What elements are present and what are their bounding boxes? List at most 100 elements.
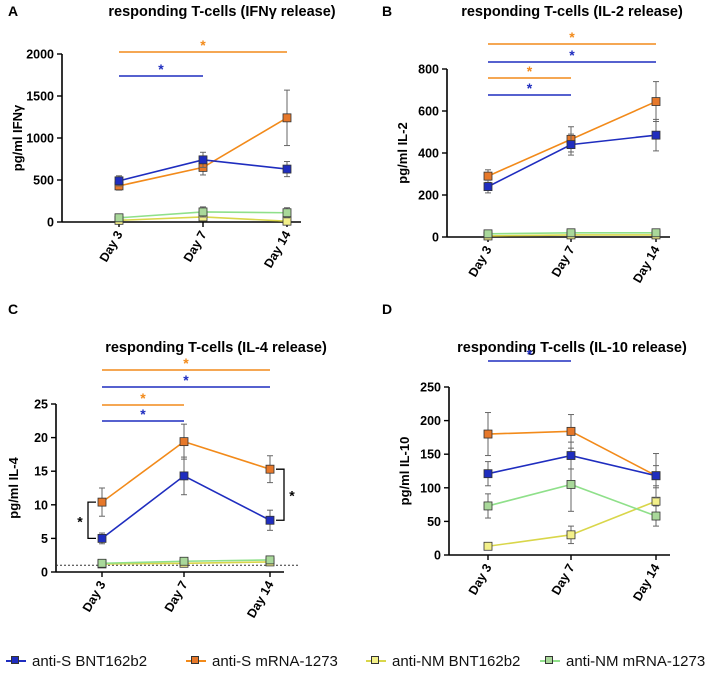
data-point [198,207,208,217]
data-point [179,556,189,566]
x-tick-label: Day 3 [97,228,126,264]
significance-star: * [527,346,533,362]
y-tick-label: 800 [418,63,439,77]
data-point [114,176,124,186]
x-tick-label: Day 7 [181,228,210,264]
y-axis-label: pg/ml IL-4 [6,457,21,519]
significance-bracket [276,468,285,521]
data-point [483,541,493,551]
x-tick-label: Day 7 [549,243,578,279]
x-tick-label: Day 14 [261,228,293,270]
y-tick-label: 250 [420,381,441,395]
significance-star: * [527,63,533,79]
data-point [483,182,493,192]
x-tick-label: Day 14 [630,243,662,285]
data-point [282,216,292,226]
y-tick-label: 5 [41,532,48,546]
data-point [651,228,661,238]
legend-item-anti-s-mrna: anti-S mRNA-1273 [186,650,338,672]
significance-star: * [289,488,295,504]
data-point [483,171,493,181]
y-tick-label: 1500 [26,90,54,104]
data-point [97,558,107,568]
chart-title: responding T-cells (IL-4 release) [105,340,327,356]
data-point [282,164,292,174]
legend-item-anti-nm-bnt: anti-NM BNT162b2 [366,650,520,672]
significance-star: * [200,37,206,53]
legend-marker [545,656,553,664]
legend-marker [11,656,19,664]
data-point [97,534,107,543]
y-tick-label: 0 [432,231,439,245]
significance-star: * [569,47,575,63]
legend-marker [371,656,379,664]
data-point [282,113,292,123]
series-line-anti-s-bnt162b2 [101,474,271,540]
legend-line [186,656,206,664]
y-tick-label: 50 [427,515,441,529]
y-tick-label: 500 [33,174,54,188]
panel-letter-d: D [382,301,392,317]
significance-star: * [158,61,164,77]
data-point [282,208,292,218]
data-point [198,155,208,165]
x-tick-label: Day 3 [466,243,495,279]
x-tick-label: Day 3 [80,578,109,614]
y-axis-label: pg/ml IL-10 [397,437,412,506]
y-tick-label: 0 [434,549,441,563]
significance-star: * [183,372,189,388]
legend-line [366,656,386,664]
series-line-anti-nm-bnt162b2 [487,500,657,548]
x-tick-label: Day 14 [244,578,276,620]
panel-letter-b: B [382,3,392,19]
y-tick-label: 0 [47,216,54,230]
significance-star: * [569,29,575,45]
y-tick-label: 15 [34,465,48,479]
y-tick-label: 200 [418,189,439,203]
y-tick-label: 150 [420,448,441,462]
legend-line [6,656,26,664]
data-point [651,496,661,506]
data-point [179,437,189,447]
y-tick-label: 0 [41,566,48,580]
significance-star: * [140,390,146,406]
significance-bracket [87,501,96,540]
legend-line [540,656,560,664]
y-tick-label: 2000 [26,48,54,62]
significance-star: * [140,406,146,422]
panel-letter-c: C [8,301,18,317]
data-point [265,555,275,565]
legend-label: anti-S mRNA-1273 [212,652,338,670]
x-tick-label: Day 7 [549,561,578,597]
data-point [651,511,661,521]
significance-star: * [77,513,83,529]
data-point [265,515,275,525]
data-point [114,213,124,223]
data-point [651,471,661,481]
data-point [566,228,576,238]
data-point [483,469,493,479]
data-point [566,140,576,150]
y-tick-label: 400 [418,147,439,161]
y-axis-label: pg/ml IFNγ [10,104,25,171]
data-point [483,501,493,511]
chart-title: responding T-cells (IL-10 release) [457,340,687,356]
legend-label: anti-S BNT162b2 [32,652,148,670]
y-axis-label: pg/ml IL-2 [395,122,410,183]
data-point [651,97,661,106]
significance-star: * [183,355,189,371]
y-tick-label: 600 [418,105,439,119]
x-tick-label: Day 3 [466,561,495,597]
x-tick-label: Day 7 [162,578,191,614]
data-point [566,451,576,460]
data-point [483,429,493,439]
legend-marker [191,656,199,664]
legend-label: anti-NM BNT162b2 [392,652,521,670]
x-tick-label: Day 14 [630,561,662,603]
y-tick-label: 1000 [26,132,54,146]
data-point [566,530,576,540]
legend-label: anti-NM mRNA-1273 [566,652,706,670]
data-point [483,229,493,239]
y-tick-label: 100 [420,481,441,495]
